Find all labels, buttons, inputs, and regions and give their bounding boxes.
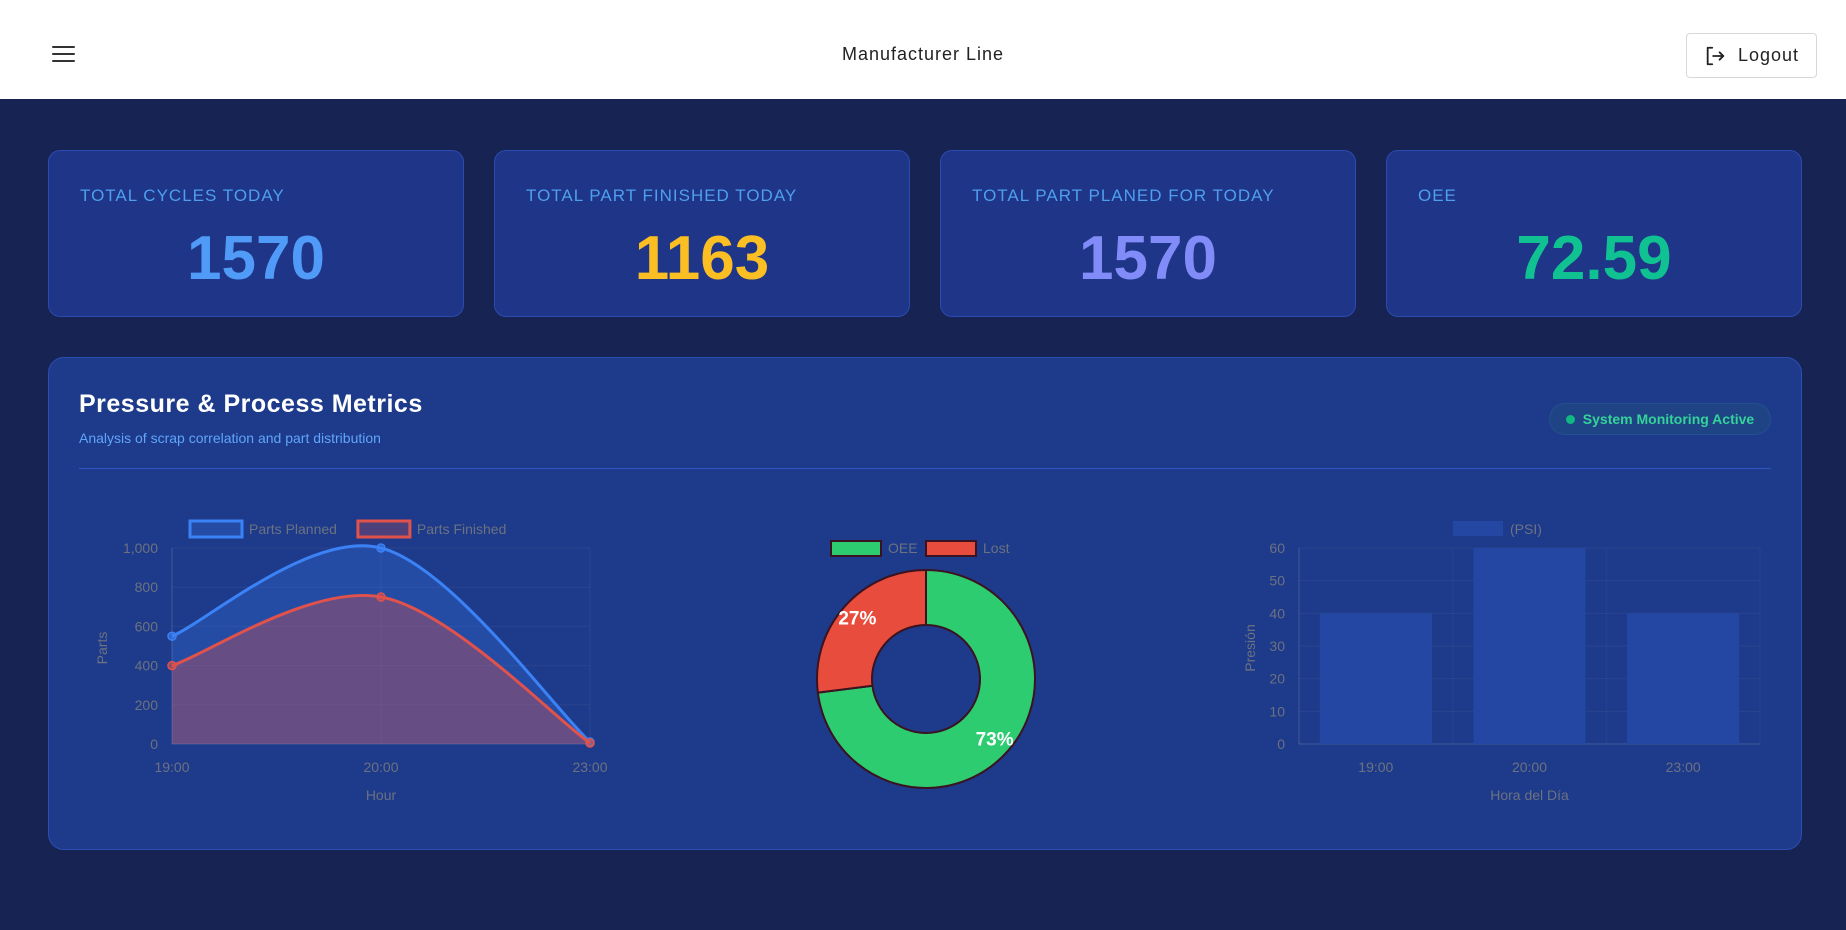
legend-swatch: [188, 519, 244, 539]
y-tick-label: 1,000: [123, 540, 158, 556]
hamburger-menu-icon[interactable]: [44, 39, 84, 69]
x-tick-label: 19:00: [154, 759, 189, 775]
x-tick-label: 20:00: [363, 759, 398, 775]
legend-label: (PSI): [1510, 521, 1542, 537]
top-app-bar: Manufacturer Line Logout: [0, 0, 1846, 99]
y-tick-label: 200: [135, 697, 159, 713]
legend-label: Parts Finished: [417, 521, 506, 537]
kpi-card-total-cycles: TOTAL CYCLES TODAY 1570: [48, 150, 464, 317]
panel-subtitle: Analysis of scrap correlation and part d…: [79, 430, 381, 446]
kpi-label: TOTAL CYCLES TODAY: [80, 186, 285, 205]
kpi-value: 1570: [187, 224, 325, 293]
logout-label: Logout: [1737, 45, 1800, 65]
donut-slice: [816, 568, 927, 694]
status-text: System Monitoring Active: [1582, 411, 1755, 427]
y-axis-title: Presión: [1242, 624, 1258, 671]
logout-button[interactable]: Logout: [1686, 33, 1817, 78]
logout-icon: [1706, 46, 1725, 65]
kpi-card-parts-finished: TOTAL PART FINISHED TODAY 1163: [494, 150, 910, 317]
kpi-label: TOTAL PART FINISHED TODAY: [526, 186, 798, 205]
bar: [1473, 548, 1586, 744]
kpi-label: TOTAL PART PLANED FOR TODAY: [972, 186, 1275, 205]
legend-swatch: [925, 540, 977, 557]
data-point: [167, 631, 177, 641]
kpi-value: 72.59: [1516, 224, 1672, 293]
status-badge: System Monitoring Active: [1549, 403, 1771, 435]
bar: [1627, 613, 1740, 744]
legend-label: Parts Planned: [249, 521, 337, 537]
kpi-card-parts-planned: TOTAL PART PLANED FOR TODAY 1570: [940, 150, 1356, 317]
series-area: [172, 595, 590, 744]
y-tick-label: 10: [1269, 703, 1285, 719]
data-point: [376, 543, 386, 553]
kpi-value: 1163: [634, 224, 770, 293]
y-tick-label: 40: [1269, 605, 1285, 621]
x-tick-label: 19:00: [1358, 759, 1393, 775]
legend-swatch: [830, 540, 882, 557]
slice-value-label: 27%: [838, 608, 876, 629]
y-tick-label: 60: [1269, 540, 1285, 556]
y-tick-label: 400: [135, 658, 159, 674]
x-axis-title: Hour: [366, 787, 397, 803]
legend-label: OEE: [888, 540, 918, 556]
x-tick-label: 23:00: [572, 759, 607, 775]
legend-label: Lost: [983, 540, 1010, 556]
x-axis-title: Hora del Día: [1490, 787, 1569, 803]
data-point: [167, 660, 177, 671]
legend-swatch: [1453, 521, 1503, 536]
status-dot-icon: [1565, 414, 1575, 424]
parts-line-chart: 0 200 400 600 800 1,000 19:00 20:00 23:00 Parts P…: [94, 519, 608, 803]
y-tick-label: 800: [135, 579, 159, 595]
kpi-value: 1570: [1079, 224, 1217, 293]
y-tick-label: 20: [1269, 671, 1285, 687]
data-point: [376, 592, 386, 602]
y-axis-title: Parts: [94, 632, 110, 665]
bar: [1319, 613, 1432, 744]
donut-slice: [816, 568, 1036, 789]
kpi-label: OEE: [1418, 186, 1457, 205]
y-tick-label: 600: [135, 618, 159, 634]
data-point: [585, 738, 595, 748]
legend-swatch: [356, 519, 412, 539]
app-title: Manufacturer Line: [841, 44, 1005, 64]
y-tick-label: 0: [150, 736, 158, 752]
x-tick-label: 23:00: [1666, 759, 1701, 775]
y-tick-label: 30: [1269, 638, 1285, 654]
y-tick-label: 0: [1277, 736, 1285, 752]
slice-value-label: 73%: [976, 730, 1014, 751]
x-tick-label: 20:00: [1512, 759, 1547, 775]
kpi-card-oee: OEE 72.59: [1386, 150, 1802, 317]
y-tick-label: 50: [1269, 573, 1285, 589]
panel-divider: [79, 468, 1771, 469]
series-area: [172, 545, 590, 744]
oee-donut-chart: 73% 27% OEE Lost: [816, 540, 1036, 789]
panel-title: Pressure & Process Metrics: [79, 390, 423, 418]
pressure-bar-chart: 0 10 20 30 40 50 60 19:00 20:00 23:00 (PSI) Hora de…: [1242, 521, 1761, 803]
